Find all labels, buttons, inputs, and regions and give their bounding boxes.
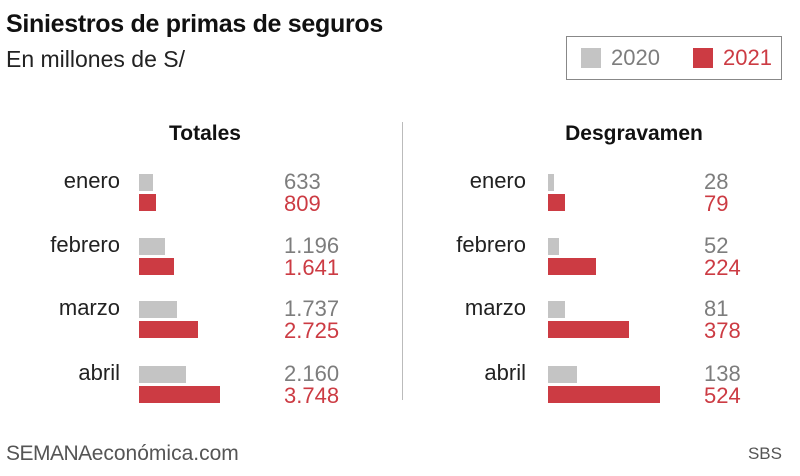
- value-label-2020: 138: [704, 361, 741, 386]
- value-label-2020: 81: [704, 296, 729, 321]
- value-label-2021: 79: [704, 191, 729, 216]
- category-label: enero: [63, 168, 120, 193]
- legend-swatch-2020: [581, 48, 601, 68]
- value-label-2020: 1.196: [284, 233, 340, 258]
- value-label-2021: 2.725: [284, 318, 340, 343]
- value-label-2020: 52: [704, 233, 729, 258]
- bar-2020-enero: [139, 174, 153, 191]
- chart-title: Siniestros de primas de seguros: [6, 10, 383, 38]
- category-label: marzo: [58, 295, 120, 320]
- value-label-2020: 633: [284, 169, 321, 194]
- chart-subtitle: En millones de S/: [6, 46, 185, 72]
- bar-2020-febrero: [139, 238, 165, 255]
- source-label: SBS: [747, 444, 782, 463]
- bar-2020-abril: [139, 366, 186, 383]
- brand-main: SEMANA: [6, 442, 92, 465]
- bar-2021-abril: [548, 386, 660, 403]
- value-label-2020: 28: [704, 169, 729, 194]
- bar-2020-enero: [548, 174, 554, 191]
- bar-2021-marzo: [139, 321, 198, 338]
- bar-2020-febrero: [548, 238, 560, 255]
- bar-2020-marzo: [139, 301, 177, 318]
- bar-2020-marzo: [548, 301, 566, 318]
- category-label: enero: [469, 168, 526, 193]
- bar-2021-enero: [139, 194, 157, 211]
- brand-sub: económica.com: [91, 442, 239, 465]
- category-label: febrero: [50, 232, 120, 257]
- value-label-2021: 809: [284, 191, 321, 216]
- brand-logo: SEMANAeconómica.com: [6, 442, 239, 466]
- bar-2021-abril: [139, 386, 220, 403]
- bar-2021-marzo: [548, 321, 629, 338]
- legend: 2020 2021: [566, 36, 782, 80]
- value-label-2020: 2.160: [284, 361, 340, 386]
- bar-2021-febrero: [139, 258, 175, 275]
- value-label-2021: 224: [704, 255, 741, 280]
- value-label-2021: 378: [704, 318, 741, 343]
- category-label: marzo: [464, 295, 526, 320]
- legend-label-2021: 2021: [723, 45, 772, 70]
- legend-swatch-2021: [693, 48, 713, 68]
- category-label: abril: [78, 360, 120, 385]
- category-label: abril: [484, 360, 526, 385]
- value-label-2021: 1.641: [284, 255, 340, 280]
- value-label-2021: 3.748: [284, 383, 340, 408]
- legend-label-2020: 2020: [611, 45, 660, 70]
- panel-title-0: Totales: [169, 122, 241, 145]
- category-label: febrero: [456, 232, 526, 257]
- bar-2021-enero: [548, 194, 565, 211]
- bar-2020-abril: [548, 366, 578, 383]
- value-label-2020: 1.737: [284, 296, 340, 321]
- value-label-2021: 524: [704, 383, 741, 408]
- bar-2021-febrero: [548, 258, 596, 275]
- panel-divider: [402, 122, 403, 400]
- panel-title-1: Desgravamen: [565, 122, 703, 145]
